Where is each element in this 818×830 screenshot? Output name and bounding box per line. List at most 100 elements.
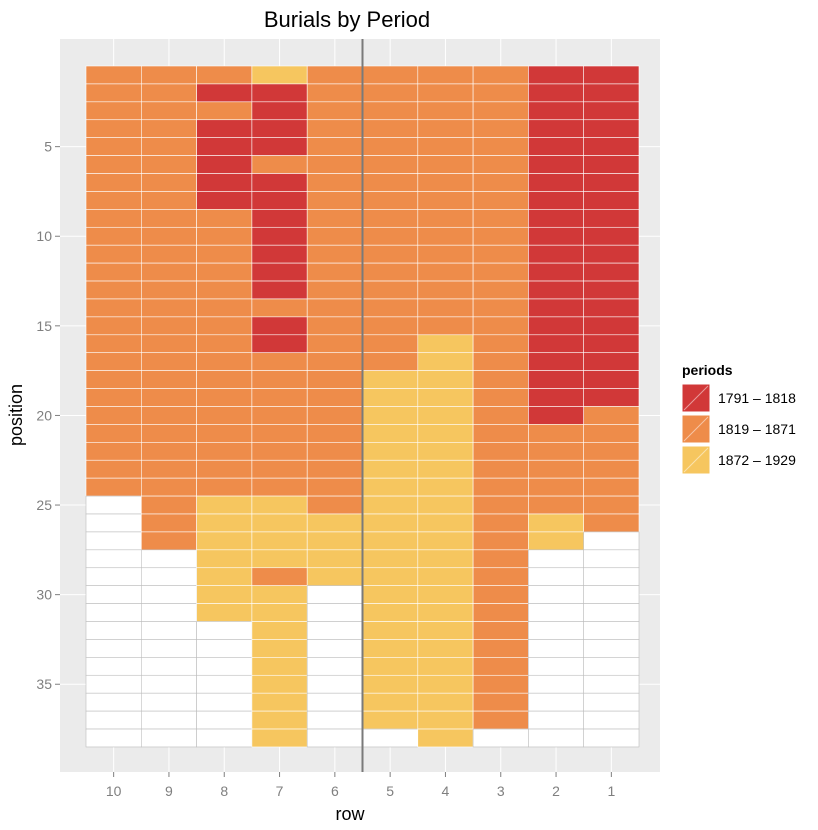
- heatmap-cell-empty: [85, 603, 142, 622]
- heatmap-cell: [306, 262, 363, 282]
- heatmap-cell: [141, 442, 197, 461]
- heatmap-cell-empty: [85, 639, 142, 658]
- heatmap-cell: [417, 657, 474, 676]
- heatmap-cell: [85, 477, 142, 497]
- y-tick-label: 25: [36, 497, 52, 513]
- heatmap-cell-empty: [306, 639, 363, 658]
- heatmap-cell: [196, 226, 253, 246]
- heatmap-cell: [417, 119, 474, 138]
- heatmap-cell: [362, 244, 419, 264]
- heatmap-cell: [417, 442, 474, 461]
- heatmap-cell: [196, 370, 253, 389]
- heatmap-cell: [417, 65, 474, 85]
- heatmap-cell: [196, 262, 253, 282]
- heatmap-cell-empty: [306, 621, 363, 640]
- heatmap-cell-empty: [85, 657, 142, 676]
- heatmap-cell: [141, 388, 197, 407]
- heatmap-cell: [251, 477, 308, 497]
- heatmap-cell: [472, 298, 529, 318]
- heatmap-cell: [472, 692, 529, 712]
- y-tick-label: 30: [36, 587, 52, 603]
- heatmap-cell: [196, 334, 253, 354]
- heatmap-cell: [306, 531, 363, 551]
- heatmap-cell: [362, 65, 419, 85]
- heatmap-cell: [141, 531, 197, 551]
- heatmap-cell-empty: [85, 674, 142, 694]
- heatmap-cell: [528, 137, 585, 156]
- heatmap-cell: [85, 298, 142, 318]
- heatmap-cell: [141, 280, 197, 300]
- heatmap-cell: [583, 406, 640, 425]
- heatmap-cell: [306, 513, 363, 533]
- heatmap-cell: [85, 262, 142, 282]
- heatmap-cell: [417, 459, 474, 479]
- x-tick-label: 7: [276, 783, 284, 799]
- heatmap-cell: [472, 710, 529, 730]
- legend-entry: 1819 – 1871: [681, 414, 796, 444]
- heatmap-cell: [528, 388, 585, 407]
- heatmap-cell-empty: [528, 674, 585, 694]
- heatmap-cell: [85, 244, 142, 264]
- heatmap-cell-empty: [196, 692, 253, 712]
- heatmap-cell: [251, 137, 308, 156]
- heatmap-cell: [362, 226, 419, 246]
- heatmap-cell: [196, 531, 253, 551]
- heatmap-cell: [362, 621, 419, 640]
- heatmap-cell: [141, 424, 197, 443]
- heatmap-cell: [417, 155, 474, 174]
- heatmap-cell: [85, 388, 142, 407]
- heatmap-cell: [528, 209, 585, 228]
- heatmap-cell-empty: [583, 585, 640, 604]
- heatmap-cell-empty: [196, 728, 253, 748]
- x-axis-ticks: 10 9 8 7 6 5 4 3 2 1: [106, 772, 615, 799]
- heatmap-cell: [472, 173, 529, 192]
- heatmap-cell: [251, 119, 308, 138]
- heatmap-cell: [362, 657, 419, 676]
- heatmap-cell-empty: [583, 710, 640, 730]
- heatmap-cell-empty: [141, 585, 197, 604]
- heatmap-cell: [251, 549, 308, 569]
- heatmap-cell: [141, 513, 197, 533]
- heatmap-cell: [417, 585, 474, 604]
- heatmap-cell: [196, 65, 253, 85]
- heatmap-cell: [196, 280, 253, 300]
- heatmap-cell: [472, 65, 529, 85]
- heatmap-cell: [196, 119, 253, 138]
- heatmap-cell: [417, 262, 474, 282]
- x-tick-label: 3: [497, 783, 505, 799]
- heatmap-cell: [306, 388, 363, 407]
- heatmap-cell: [583, 298, 640, 318]
- heatmap-cell: [251, 334, 308, 354]
- heatmap-cell: [85, 191, 142, 210]
- heatmap-cell: [417, 173, 474, 192]
- heatmap-cell-empty: [306, 674, 363, 694]
- heatmap-cell: [251, 531, 308, 551]
- x-tick-label: 4: [442, 783, 450, 799]
- heatmap-cell: [85, 137, 142, 156]
- heatmap-cell: [417, 298, 474, 318]
- heatmap-cell-empty: [583, 639, 640, 658]
- heatmap-cell: [417, 191, 474, 210]
- heatmap-cell: [417, 728, 474, 748]
- heatmap-cell: [362, 262, 419, 282]
- heatmap-cell: [417, 549, 474, 569]
- legend-entry: 1791 – 1818: [681, 383, 796, 413]
- heatmap-cell-empty: [528, 603, 585, 622]
- heatmap-cells: [85, 65, 640, 748]
- heatmap-cell: [417, 495, 474, 515]
- heatmap-cell: [251, 603, 308, 622]
- heatmap-cell: [251, 567, 308, 586]
- heatmap-cell: [141, 298, 197, 318]
- heatmap-cell: [362, 334, 419, 354]
- heatmap-cell: [141, 137, 197, 156]
- heatmap-cell: [583, 137, 640, 156]
- heatmap-cell: [362, 191, 419, 210]
- heatmap-cell: [362, 155, 419, 174]
- heatmap-cell-empty: [306, 728, 363, 748]
- heatmap-cell: [85, 316, 142, 336]
- heatmap-cell: [251, 280, 308, 300]
- heatmap-cell-empty: [528, 728, 585, 748]
- heatmap-cell: [251, 585, 308, 604]
- heatmap-cell: [583, 262, 640, 282]
- heatmap-cell: [141, 370, 197, 389]
